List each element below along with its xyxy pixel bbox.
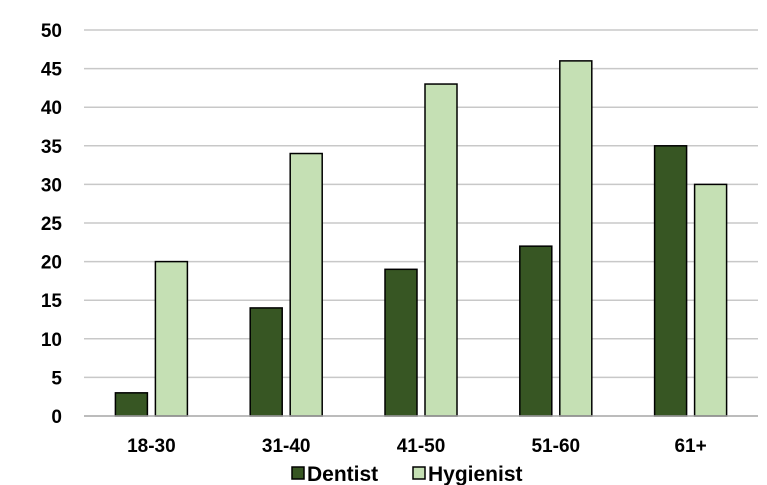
- legend: Dentist Hygienist: [291, 463, 523, 485]
- legend-label-dentist: Dentist: [307, 463, 378, 485]
- bar-dentist-61+: [653, 145, 688, 417]
- x-tick-label-31-40: 31-40: [262, 436, 311, 457]
- bar-dentist-41-50: [384, 268, 418, 417]
- legend-swatch-hygienist: [412, 466, 426, 480]
- y-tick-label-25: 25: [41, 214, 63, 235]
- bar-dentist-18-30: [114, 392, 149, 417]
- y-tick-label-5: 5: [51, 368, 62, 389]
- y-tick-label-45: 45: [41, 60, 63, 81]
- y-axis: 0 5 10 15 20 25 30 35 40 45 50: [41, 21, 63, 428]
- bar-hygienist-41-50: [424, 83, 458, 417]
- x-tick-label-41-50: 41-50: [397, 436, 446, 457]
- y-tick-label-20: 20: [41, 253, 62, 274]
- x-axis: 18-30 31-40 41-50 51-60 61+: [84, 415, 758, 457]
- y-tick-label-0: 0: [51, 407, 62, 428]
- bar-dentist-31-40: [249, 307, 283, 417]
- y-tick-label-50: 50: [41, 21, 62, 42]
- y-tick-label-35: 35: [41, 137, 63, 158]
- x-tick-label-18-30: 18-30: [127, 436, 176, 457]
- bar-hygienist-18-30: [154, 260, 189, 417]
- legend-label-hygienist: Hygienist: [428, 463, 523, 485]
- x-tick-label-61+: 61+: [674, 436, 706, 457]
- bars: [114, 60, 728, 417]
- y-tick-label-30: 30: [41, 175, 62, 196]
- gridlines: [84, 29, 758, 379]
- bar-hygienist-31-40: [289, 152, 323, 417]
- x-tick-label-51-60: 51-60: [531, 436, 580, 457]
- legend-swatch-dentist: [291, 466, 305, 480]
- y-tick-label-15: 15: [41, 291, 63, 312]
- bar-hygienist-61+: [693, 183, 728, 417]
- y-tick-label-40: 40: [41, 98, 62, 119]
- bar-hygienist-51-60: [559, 60, 593, 417]
- bar-dentist-51-60: [519, 245, 553, 417]
- y-tick-label-10: 10: [41, 330, 62, 351]
